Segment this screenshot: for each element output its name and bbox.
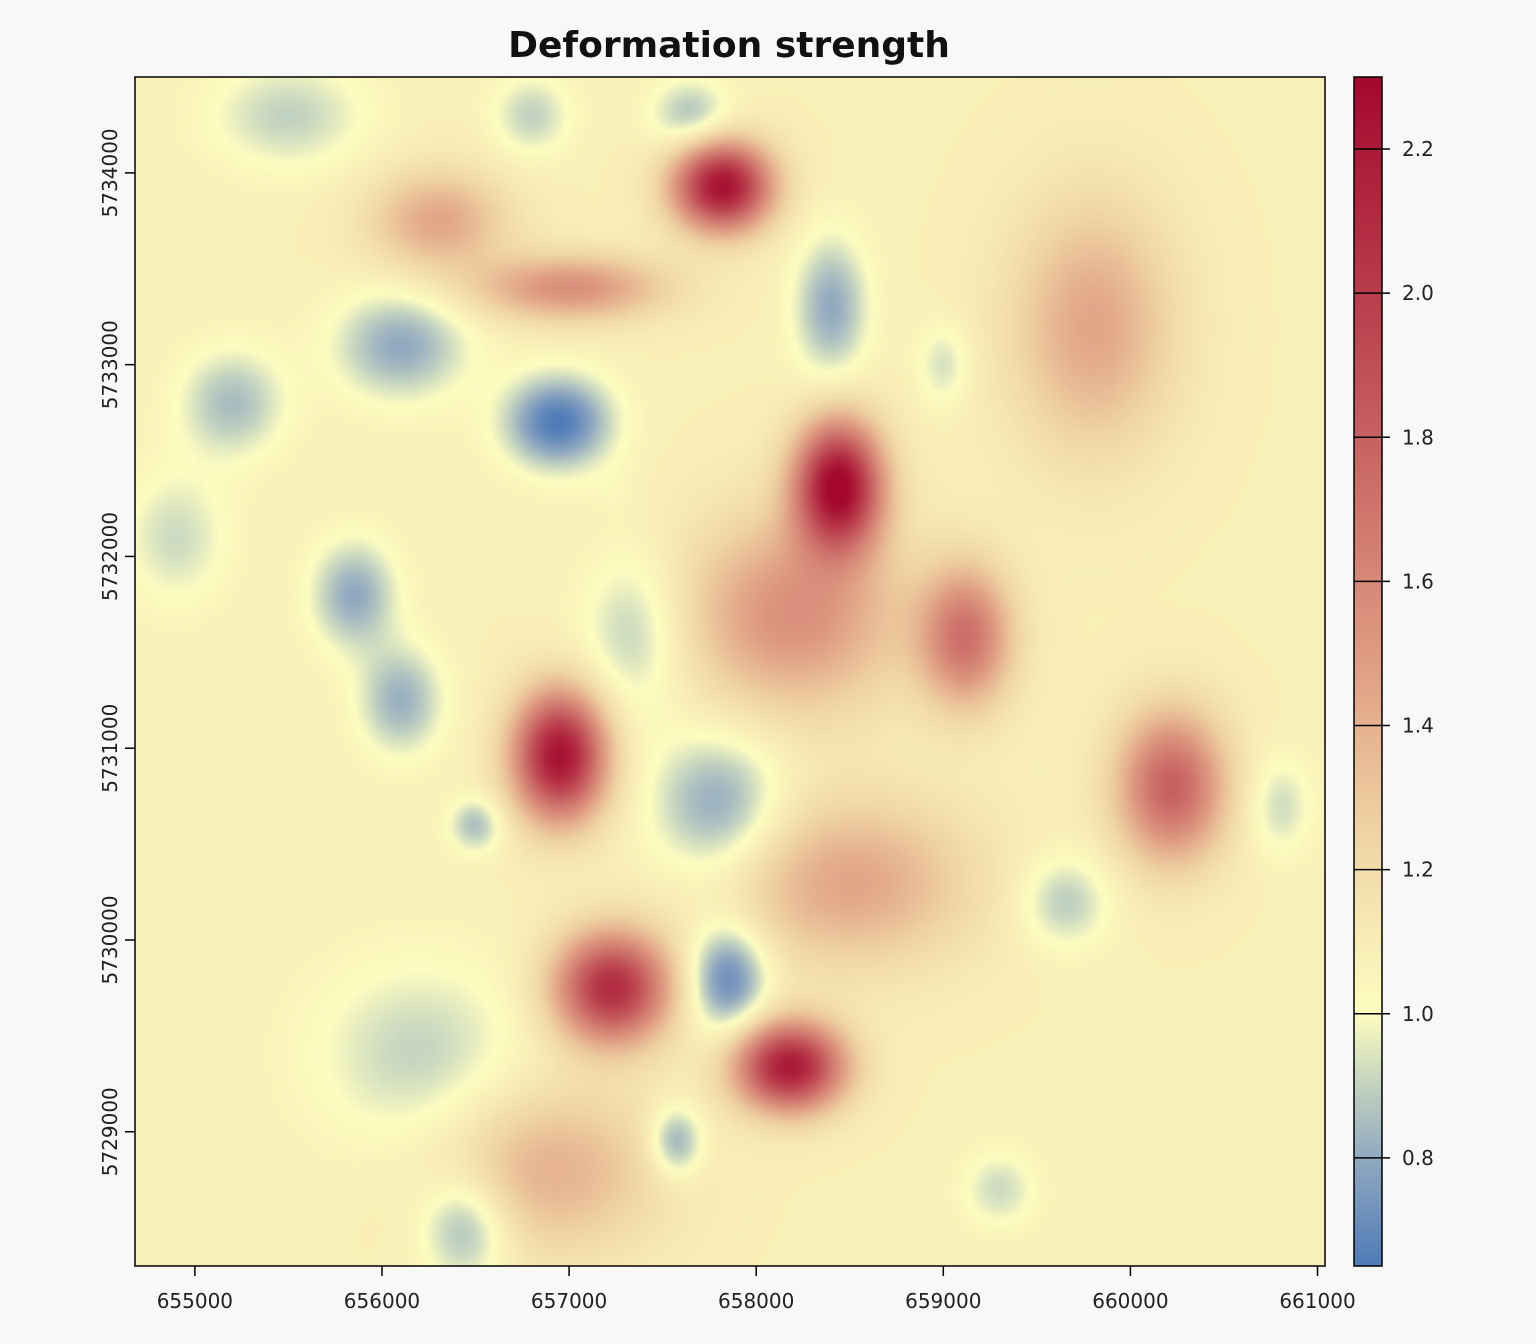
colorbar: 0.8 1.0 1.2 1.4 1.6 1.8 2.0 2.2 xyxy=(1353,76,1434,1267)
colorbar-tick-label: 2.0 xyxy=(1402,281,1434,305)
x-tick-label: 655000 xyxy=(157,1289,233,1313)
colorbar-tick-label: 1.4 xyxy=(1402,714,1434,738)
plot-area xyxy=(134,76,1326,1267)
x-tick-label: 661000 xyxy=(1279,1289,1355,1313)
colorbar-tick-label: 1.6 xyxy=(1402,569,1434,593)
y-tick-label: 5732000 xyxy=(98,512,122,601)
y-axis: 5729000 5730000 5731000 5732000 5733000 57340… xyxy=(98,128,135,1176)
x-tick-label: 657000 xyxy=(531,1289,607,1313)
y-tick-label: 5734000 xyxy=(98,128,122,217)
y-tick-label: 5731000 xyxy=(98,704,122,793)
x-tick-label: 659000 xyxy=(905,1289,981,1313)
colorbar-ticks: 0.8 1.0 1.2 1.4 1.6 1.8 2.0 2.2 xyxy=(1354,137,1434,1170)
heatmap-raster xyxy=(135,77,1325,1266)
x-tick-label: 658000 xyxy=(718,1289,794,1313)
colorbar-tick-label: 1.2 xyxy=(1402,858,1434,882)
x-axis: 655000 656000 657000 658000 659000 660000 6610… xyxy=(157,1266,1356,1313)
colorbar-tick-label: 2.2 xyxy=(1402,137,1434,161)
x-tick-label: 660000 xyxy=(1092,1289,1168,1313)
colorbar-tick-label: 0.8 xyxy=(1402,1146,1434,1170)
y-tick-label: 5730000 xyxy=(98,895,122,984)
y-tick-label: 5733000 xyxy=(98,320,122,409)
colorbar-tick-label: 1.8 xyxy=(1402,425,1434,449)
y-tick-label: 5729000 xyxy=(98,1087,122,1176)
x-tick-label: 656000 xyxy=(344,1289,420,1313)
colorbar-gradient xyxy=(1353,76,1383,1267)
plot-frame xyxy=(134,76,1326,1267)
colorbar-tick-label: 1.0 xyxy=(1402,1002,1434,1026)
chart-title: Deformation strength xyxy=(508,25,950,66)
